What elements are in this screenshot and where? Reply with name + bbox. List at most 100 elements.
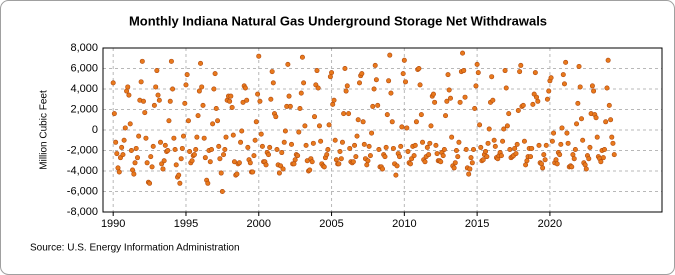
point — [147, 180, 153, 186]
point — [507, 146, 513, 152]
point — [484, 154, 490, 160]
point — [538, 161, 544, 167]
point — [244, 97, 250, 103]
point — [329, 70, 335, 76]
y-tick-label: 2,000 — [70, 103, 98, 115]
point — [514, 141, 520, 147]
point — [446, 87, 452, 93]
point — [420, 139, 426, 145]
point — [177, 180, 183, 186]
x-tick-label: 1995 — [174, 218, 198, 230]
point — [266, 152, 272, 158]
point — [571, 156, 577, 162]
point — [178, 156, 184, 162]
point — [251, 153, 257, 159]
point — [600, 155, 606, 161]
point — [360, 119, 366, 125]
point — [418, 112, 424, 118]
point — [536, 142, 542, 148]
point — [403, 79, 409, 85]
point — [250, 169, 256, 175]
point — [449, 134, 455, 140]
point — [291, 161, 297, 167]
point — [116, 169, 122, 175]
point — [456, 139, 462, 145]
point — [122, 125, 128, 131]
point — [563, 59, 569, 65]
plot-border — [102, 47, 663, 213]
point — [239, 128, 245, 134]
point — [162, 142, 168, 148]
point — [287, 103, 293, 109]
point — [426, 152, 432, 158]
point — [411, 153, 417, 159]
point — [433, 142, 439, 148]
point — [582, 162, 588, 168]
point — [379, 166, 385, 172]
point — [373, 77, 379, 83]
point — [570, 152, 576, 158]
point — [603, 119, 609, 125]
point — [333, 157, 339, 163]
point — [201, 135, 207, 141]
point — [238, 139, 244, 145]
point — [500, 138, 506, 144]
point — [430, 91, 436, 97]
point — [369, 130, 375, 136]
point — [608, 117, 614, 123]
point — [366, 143, 372, 149]
point — [543, 142, 549, 148]
point — [217, 156, 223, 162]
point — [168, 58, 174, 64]
point — [589, 83, 595, 89]
y-tick-label: -4,000 — [67, 165, 98, 177]
point — [299, 54, 305, 60]
point — [382, 154, 388, 160]
point — [338, 156, 344, 162]
point — [124, 88, 130, 94]
point — [483, 149, 489, 155]
point — [580, 137, 586, 143]
point — [231, 159, 237, 165]
point — [546, 88, 552, 94]
point — [295, 153, 301, 159]
point — [532, 70, 538, 76]
point — [593, 115, 599, 121]
point — [489, 74, 495, 80]
point — [517, 69, 523, 75]
point — [367, 153, 373, 159]
point — [144, 160, 150, 166]
point — [518, 62, 524, 68]
point — [327, 74, 333, 80]
point — [490, 97, 496, 103]
point — [376, 146, 382, 152]
point — [480, 157, 486, 163]
point — [280, 166, 286, 172]
point — [126, 92, 132, 98]
point — [302, 123, 308, 129]
point — [610, 140, 616, 146]
point — [207, 159, 213, 165]
point — [292, 157, 298, 163]
point — [286, 93, 292, 99]
point — [444, 98, 450, 104]
point — [115, 165, 121, 171]
point — [131, 171, 137, 177]
point — [121, 137, 127, 143]
point — [325, 146, 331, 152]
point — [179, 145, 185, 151]
point — [223, 134, 229, 140]
point — [343, 88, 349, 94]
point — [267, 144, 273, 150]
point — [457, 99, 463, 105]
point — [279, 150, 285, 156]
point — [361, 141, 367, 147]
point — [149, 164, 155, 170]
point — [544, 96, 550, 102]
point — [473, 83, 479, 89]
point — [215, 118, 221, 124]
point — [166, 118, 172, 124]
point — [132, 160, 138, 166]
point — [394, 163, 400, 169]
